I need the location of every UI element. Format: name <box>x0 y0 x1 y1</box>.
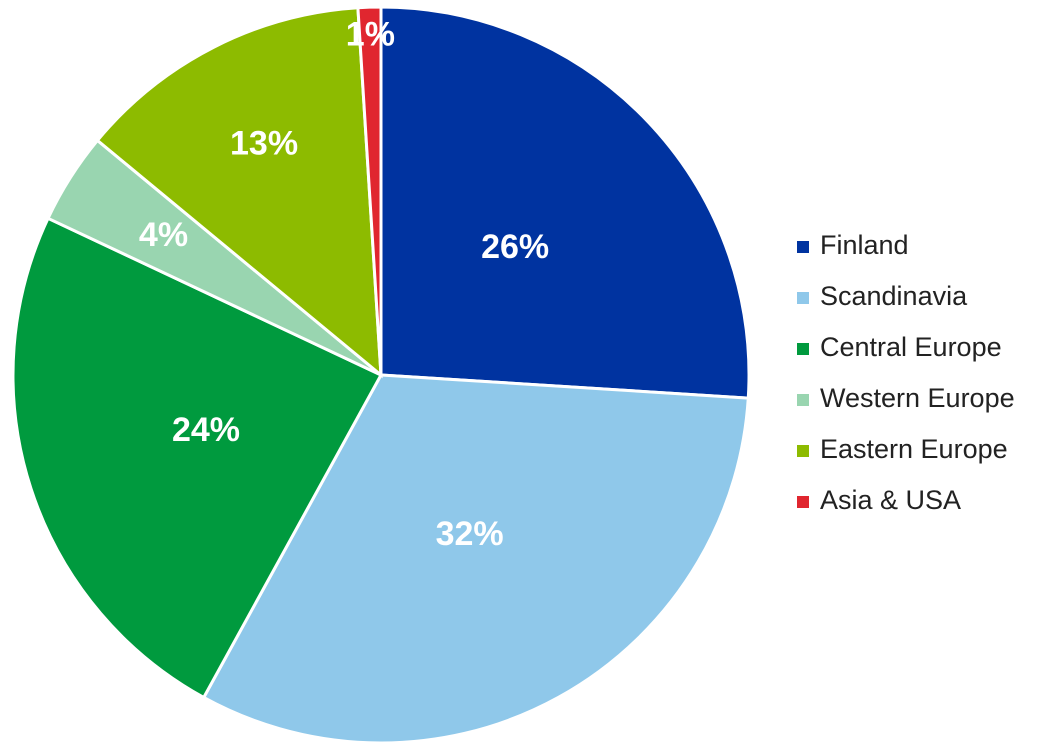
value-label: 4% <box>139 216 188 254</box>
legend-label: Western Europe <box>820 383 1015 413</box>
value-label: 26% <box>481 228 549 266</box>
value-label: 24% <box>172 411 240 449</box>
pie-slice <box>379 5 751 400</box>
legend-swatch <box>797 496 809 508</box>
legend-label: Central Europe <box>820 332 1002 362</box>
pie-slice <box>95 6 383 379</box>
pie-slice <box>356 5 383 376</box>
legend-swatch <box>797 241 809 253</box>
legend-swatch <box>797 394 809 406</box>
legend-swatch <box>797 343 809 355</box>
value-label: 13% <box>230 124 298 162</box>
pie-slice <box>201 373 750 744</box>
value-label: 32% <box>436 515 504 553</box>
legend-label: Eastern Europe <box>820 434 1008 464</box>
value-label: 1% <box>346 16 395 54</box>
legend-label: Finland <box>820 230 909 260</box>
legend-swatch <box>797 292 809 304</box>
pie-slice <box>11 216 384 700</box>
legend-label: Scandinavia <box>820 281 968 311</box>
legend-label: Asia & USA <box>820 485 961 515</box>
legend-swatch <box>797 445 809 457</box>
